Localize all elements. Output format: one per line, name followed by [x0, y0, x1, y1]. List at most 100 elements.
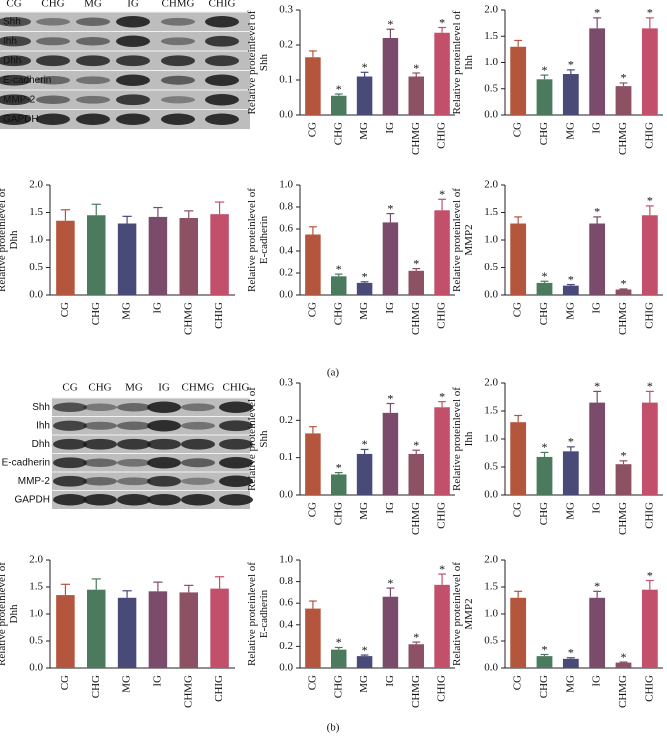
- x-tick-label: MG: [564, 302, 576, 320]
- x-tick-label: CHG: [538, 675, 550, 698]
- blot-band: [0, 94, 31, 106]
- y-tick-label: 0.0: [484, 489, 498, 501]
- blot-band: [205, 94, 239, 106]
- x-tick-label: IG: [384, 302, 396, 314]
- blot-band: [205, 35, 239, 47]
- y-tick-label: 0.2: [279, 640, 293, 652]
- bar: [408, 453, 424, 495]
- bar: [56, 595, 75, 668]
- x-tick-label: IG: [151, 302, 163, 314]
- x-tick-label: IG: [591, 675, 603, 687]
- bar: [408, 270, 424, 295]
- bar: [305, 608, 321, 668]
- x-tick-label: CHMG: [617, 502, 629, 535]
- bar: [356, 453, 373, 495]
- lane-label: CHG: [88, 382, 111, 394]
- y-tick-label: 0.2: [279, 414, 293, 426]
- bar: [210, 214, 229, 295]
- x-tick-label: CHIG: [436, 502, 448, 529]
- significance-label: *: [387, 576, 393, 590]
- bar: [615, 464, 632, 495]
- bar: [562, 451, 579, 495]
- protein-label: Ihh: [36, 420, 50, 431]
- significance-label: *: [362, 437, 368, 451]
- bar: [510, 597, 527, 668]
- blot-band: [181, 477, 215, 485]
- bar: [434, 210, 450, 295]
- blot-band: [147, 438, 181, 450]
- panel-label: (a): [327, 367, 340, 379]
- y-label-box: Relative proteinlevel of Ihh: [451, 11, 475, 115]
- x-tick-label: CHG: [538, 122, 550, 145]
- x-tick-label: CHG: [332, 502, 344, 525]
- blot-band: [76, 95, 110, 104]
- lane-label: CHIG: [223, 382, 250, 394]
- blot-band: [53, 457, 87, 469]
- y-tick-label: 1.5: [484, 30, 498, 42]
- x-tick-label: CHMG: [617, 122, 629, 155]
- bar: [615, 662, 632, 668]
- y-tick-label: 1.0: [484, 608, 498, 620]
- x-tick-label: CHMG: [182, 675, 194, 708]
- y-axis-label: Relative proteinlevel of MMP2: [451, 562, 475, 666]
- significance-label: *: [387, 17, 393, 31]
- y-tick-label: 2.0: [484, 554, 498, 566]
- y-label-box: Relative proteinlevel of MMP2: [451, 562, 475, 666]
- bar: [641, 589, 658, 668]
- y-tick-label: 0.0: [29, 289, 43, 301]
- x-tick-label: CHMG: [617, 675, 629, 708]
- protein-label: MMP-2: [3, 94, 36, 105]
- x-tick-label: MG: [358, 122, 370, 140]
- bar: [536, 456, 553, 495]
- x-tick-label: MG: [121, 675, 133, 693]
- blot-band: [117, 403, 151, 412]
- blot-band: [116, 74, 150, 86]
- blot-band: [36, 37, 70, 46]
- blot-band: [117, 438, 151, 450]
- blot-band: [53, 475, 87, 487]
- lane-label: MG: [125, 382, 143, 394]
- y-tick-label: 1.5: [484, 206, 498, 218]
- bar: [305, 234, 321, 295]
- blot-band: [83, 494, 117, 506]
- y-tick-label: 0.8: [279, 201, 293, 213]
- blot-band: [76, 37, 110, 46]
- y-tick-label: 0.2: [279, 39, 293, 51]
- significance-label: *: [413, 61, 419, 75]
- blot-band: [117, 421, 151, 430]
- bar: [510, 46, 527, 115]
- y-axis-label: Relative proteinlevel of Shh: [246, 387, 270, 491]
- blot-band: [116, 55, 150, 67]
- blot-band: [205, 16, 239, 28]
- y-tick-label: 0.0: [279, 289, 293, 301]
- bar: [382, 412, 399, 495]
- bar: [331, 649, 347, 668]
- bar: [148, 216, 168, 295]
- significance-label: *: [647, 568, 653, 582]
- y-tick-label: 0.6: [279, 597, 293, 609]
- lane-label: CG: [62, 382, 77, 394]
- bar: [331, 276, 347, 295]
- blot-band: [117, 458, 151, 467]
- blot-band: [161, 113, 195, 125]
- y-tick-label: 0.0: [29, 662, 43, 674]
- blot-band: [83, 421, 117, 430]
- y-tick-label: 0.6: [279, 223, 293, 235]
- x-tick-label: MG: [358, 675, 370, 693]
- significance-label: *: [439, 562, 445, 576]
- significance-label: *: [594, 579, 600, 593]
- x-tick-label: IG: [384, 675, 396, 687]
- protein-label: Dhh: [3, 55, 21, 66]
- y-tick-label: 0.4: [279, 618, 293, 630]
- blot-band: [76, 17, 110, 26]
- x-tick-label: CG: [59, 675, 71, 690]
- bar: [382, 222, 399, 295]
- y-axis-label: Relative proteinlevel of Dhh: [0, 562, 20, 666]
- significance-label: *: [621, 277, 627, 291]
- x-tick-label: CHG: [332, 675, 344, 698]
- significance-label: *: [336, 82, 342, 96]
- bar: [356, 76, 373, 115]
- blot-band: [219, 475, 253, 487]
- blot-band: [147, 457, 181, 469]
